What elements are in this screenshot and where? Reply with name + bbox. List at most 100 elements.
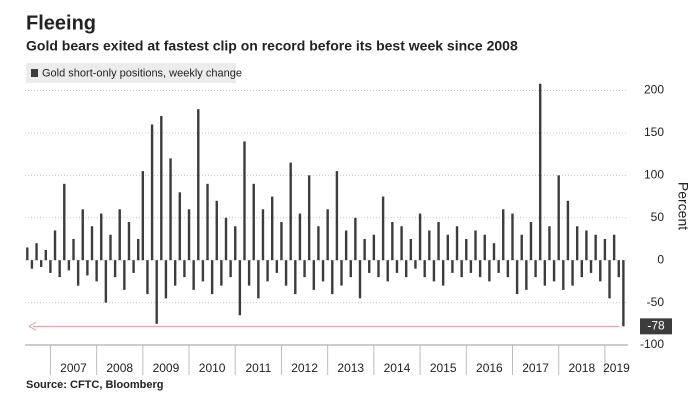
bar [160, 115, 163, 261]
annotation-arrow [28, 321, 37, 331]
bar [187, 209, 191, 261]
bar [575, 226, 579, 261]
bar [118, 209, 121, 261]
legend-box [26, 63, 236, 83]
bar [585, 230, 588, 261]
x-tick-label: 2010 [199, 361, 226, 375]
bar [294, 260, 297, 295]
x-tick-label: 2012 [291, 361, 318, 375]
bar [534, 260, 537, 278]
bar [252, 183, 255, 261]
bar [321, 260, 325, 282]
bar [100, 213, 103, 261]
bar [243, 141, 246, 261]
bar [234, 226, 237, 261]
bar [26, 247, 29, 261]
legend-label: Gold short-only positions, weekly change [42, 67, 242, 79]
x-tick-label: 2007 [60, 361, 87, 375]
bar [86, 260, 89, 276]
bar [543, 260, 547, 286]
bar [317, 226, 320, 261]
bar [423, 260, 426, 278]
bar [612, 234, 616, 261]
bar [30, 260, 34, 269]
bar [238, 260, 242, 316]
bar [603, 238, 607, 261]
bar [210, 260, 214, 295]
bar [455, 226, 459, 261]
bar [132, 260, 135, 273]
bar [483, 234, 486, 261]
bar [49, 260, 52, 273]
bar [515, 260, 519, 295]
bar [39, 260, 43, 267]
bar [183, 260, 186, 278]
bar [617, 260, 620, 278]
bar [409, 238, 413, 261]
bar [271, 196, 274, 261]
x-tick-label: 2018 [568, 361, 595, 375]
bar [298, 213, 302, 261]
bar [150, 124, 154, 261]
bar [594, 234, 597, 261]
bar [326, 209, 329, 261]
bar [280, 222, 283, 261]
value-label: -78 [647, 319, 665, 333]
bar [63, 183, 66, 261]
source: Source: CFTC, Bloomberg [26, 379, 164, 391]
bar [67, 260, 71, 271]
x-tick-label: 2017 [522, 361, 549, 375]
bar [358, 260, 362, 299]
bar [432, 260, 436, 282]
bar [571, 260, 574, 286]
bar [488, 260, 491, 282]
bar [340, 260, 343, 286]
bar [441, 260, 445, 286]
bar [95, 260, 98, 282]
bar [460, 260, 463, 278]
bar [511, 213, 514, 261]
x-tick-label: 2009 [153, 361, 180, 375]
y-tick-label: 0 [657, 252, 664, 266]
x-tick-label: 2013 [337, 361, 364, 375]
bar [229, 260, 232, 278]
bar [418, 213, 422, 261]
bar [307, 175, 311, 261]
bar [192, 260, 195, 290]
bar [391, 222, 394, 261]
bar [492, 243, 496, 261]
bar [368, 260, 371, 273]
bar [414, 260, 417, 269]
bar [539, 83, 542, 261]
bar [446, 234, 449, 261]
bar [363, 238, 366, 261]
bar [257, 260, 260, 299]
bar [113, 260, 117, 278]
bar [405, 260, 408, 278]
y-tick-label: 200 [644, 83, 664, 97]
bar [520, 234, 523, 261]
y-tick-label: 100 [644, 168, 664, 182]
bar [155, 260, 158, 324]
bar [437, 222, 440, 261]
x-tick-label: 2019 [603, 361, 630, 375]
bar [552, 260, 556, 282]
bar [76, 260, 80, 286]
bar [557, 175, 560, 261]
bar [137, 238, 140, 261]
bar [141, 171, 145, 261]
bar [44, 250, 47, 261]
bar [289, 162, 292, 261]
bar [90, 226, 94, 261]
bar [261, 209, 265, 261]
bar [502, 209, 505, 261]
x-tick-label: 2008 [106, 361, 133, 375]
x-tick-label: 2011 [245, 361, 271, 375]
bar [178, 192, 181, 261]
bar [381, 196, 385, 261]
bar [566, 200, 570, 261]
bar [173, 260, 177, 286]
bar [474, 230, 477, 261]
bar [81, 209, 84, 261]
